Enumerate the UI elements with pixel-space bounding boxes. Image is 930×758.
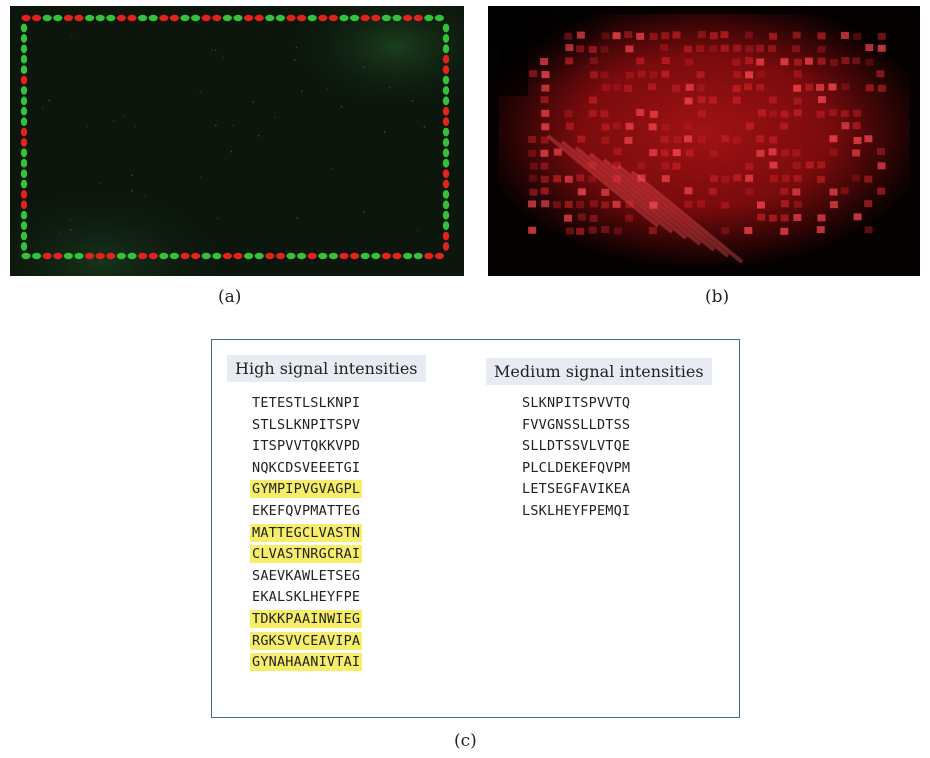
medium-signal-header: Medium signal intensities	[486, 358, 712, 385]
peptide-sequence: STLSLKNPITSPV	[252, 415, 362, 437]
array-scan-a	[10, 6, 464, 276]
sequence-text: TETESTLSLKNPI	[252, 395, 361, 411]
peptide-sequence: TDKKPAAINWIEG	[250, 609, 363, 631]
sequence-text: SLKNPITSPVVTQ	[522, 395, 631, 411]
peptide-sequence: LETSEGFAVIKEA	[522, 479, 632, 501]
peptide-sequence: EKEFQVPMATTEG	[252, 501, 362, 523]
peptide-sequence: LSKLHEYFPEMQI	[522, 501, 632, 523]
panel-b-image	[488, 6, 920, 276]
sequence-text: FVVGNSSLLDTSS	[522, 416, 631, 433]
peptide-sequence: EKALSKLHEYFPE	[252, 587, 362, 609]
peptide-sequence: SAEVKAWLETSEG	[252, 566, 362, 588]
peptide-sequence: ITSPVVTQKKVPD	[252, 436, 362, 458]
panel-b-label: (b)	[705, 287, 730, 307]
peptide-sequence: GYMPIPVGVAGPL	[250, 479, 363, 501]
sequence-text: SAEVKAWLETSEG	[252, 567, 361, 584]
sequence-text: LSKLHEYFPEMQI	[522, 502, 631, 519]
sequence-text: SLLDTSSVLVTQE	[522, 438, 631, 455]
sequence-text: STLSLKNPITSPV	[252, 416, 361, 433]
sequence-text: MATTEGCLVASTN	[250, 523, 363, 542]
panel-c-label: (c)	[454, 731, 477, 751]
sequence-text: ITSPVVTQKKVPD	[252, 438, 361, 455]
high-signal-list: TETESTLSLKNPI STLSLKNPITSPV ITSPVVTQKKVPD N…	[250, 393, 363, 674]
sequence-text: RGKSVVCEAVIPA	[250, 631, 363, 650]
sequence-text: TDKKPAAINWIEG	[250, 609, 363, 628]
panel-a-image	[10, 6, 464, 276]
sequence-text: EKEFQVPMATTEG	[252, 502, 361, 519]
sequence-text: NQKCDSVEEETGI	[252, 459, 361, 476]
peptide-sequence: SLLDTSSVLVTQE	[522, 436, 632, 458]
sequence-text: LETSEGFAVIKEA	[522, 481, 631, 498]
peptide-sequence: SLKNPITSPVVTQ	[522, 393, 632, 415]
border-spots	[20, 14, 450, 260]
sequence-text: GYNAHAANIVTAI	[250, 653, 363, 672]
sequence-text: CLVASTNRGCRAI	[250, 545, 363, 564]
peptide-sequence: RGKSVVCEAVIPA	[250, 631, 363, 653]
peptide-sequence: FVVGNSSLLDTSS	[522, 415, 632, 437]
sequence-table: High signal intensities Medium signal in…	[211, 339, 740, 718]
peptide-sequence: GYNAHAANIVTAI	[250, 652, 363, 674]
medium-signal-list: SLKNPITSPVVTQ FVVGNSSLLDTSS SLLDTSSVLVTQE P…	[522, 393, 632, 523]
high-signal-header: High signal intensities	[227, 355, 426, 382]
sequence-text: PLCLDEKEFQVPM	[522, 459, 631, 476]
signal-spots	[498, 16, 886, 264]
sequence-text: GYMPIPVGVAGPL	[250, 480, 363, 499]
peptide-sequence: MATTEGCLVASTN	[250, 523, 363, 545]
peptide-sequence: CLVASTNRGCRAI	[250, 544, 363, 566]
sequence-text: EKALSKLHEYFPE	[252, 589, 361, 606]
peptide-sequence: TETESTLSLKNPI	[252, 393, 362, 415]
peptide-sequence: PLCLDEKEFQVPM	[522, 458, 632, 480]
panel-a-label: (a)	[218, 287, 242, 307]
peptide-sequence: NQKCDSVEEETGI	[252, 458, 362, 480]
array-scan-b	[488, 6, 920, 276]
